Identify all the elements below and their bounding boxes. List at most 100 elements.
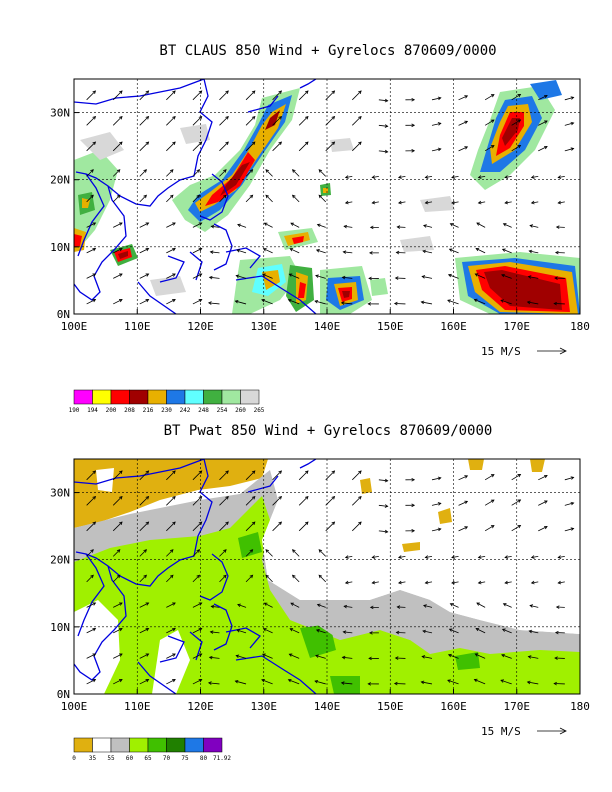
pwat-wind-arrow — [112, 496, 123, 506]
claus-wind-arrow-head — [92, 299, 97, 303]
claus-wind-arrow-head — [145, 222, 150, 226]
pwat-wind-arrow-head — [517, 525, 522, 529]
claus-wind-arrow — [166, 116, 176, 126]
claus-wind-arrow-head — [223, 169, 227, 173]
pwat-wind-arrow — [245, 574, 253, 583]
pwat-wind-arrow — [166, 628, 176, 634]
claus-wind-arrow — [139, 169, 147, 177]
pwat-wind-arrow — [86, 653, 96, 659]
claus-wind-arrow — [139, 299, 149, 305]
pwat-wind-arrow-head — [358, 521, 362, 526]
pwat-wind-arrow — [341, 682, 353, 685]
claus-wind-arrow — [112, 169, 121, 177]
pwat-wind-arrow-head — [225, 470, 229, 475]
pwat-wind-arrow — [139, 602, 149, 608]
pwat-wind-arrow-head — [143, 574, 147, 579]
pwat-wind-arrow — [325, 521, 335, 532]
pwat-wind-arrow-head — [198, 521, 203, 526]
claus-wind-arrow — [352, 141, 362, 152]
pwat-x-tick-label: 100E — [61, 700, 88, 713]
claus-wind-arrow-head — [369, 251, 373, 255]
pwat-wind-arrow-head — [501, 628, 506, 632]
pwat-wind-arrow-head — [504, 580, 509, 585]
claus-x-tick-label: 110E — [124, 320, 151, 333]
pwat-wind-arrow-head — [340, 681, 345, 685]
claus-wind-arrow-head — [225, 90, 229, 95]
pwat-wind-arrow — [219, 549, 227, 557]
claus-wind-arrow-head — [530, 200, 535, 205]
pwat-wind-arrow-head — [526, 680, 531, 685]
claus-wind-arrow-head — [473, 298, 478, 303]
claus-wind-arrow — [219, 141, 229, 152]
claus-wind-arrow-head — [119, 247, 123, 252]
pwat-colorbar-label: 75 — [181, 755, 189, 762]
pwat-wind-arrow — [564, 477, 574, 481]
claus-wind-arrow — [451, 201, 459, 204]
claus-colorbar-label: 200 — [106, 407, 117, 414]
claus-vector-reference-label: 15 M/S — [481, 345, 521, 358]
pwat-wind-arrow-head — [207, 681, 212, 685]
pwat-wind-arrow-head — [90, 574, 94, 579]
pwat-wind-arrow-head — [278, 521, 282, 526]
claus-wind-arrow-head — [447, 273, 452, 278]
claus-colorbar-swatch — [221, 389, 241, 405]
claus-wind-arrow — [530, 225, 539, 228]
claus-wind-arrow-head — [236, 249, 241, 253]
claus-wind-arrow-head — [291, 194, 296, 199]
pwat-wind-arrow-head — [145, 653, 150, 657]
claus-wind-arrow-head — [119, 141, 123, 146]
claus-wind-arrow-head — [249, 194, 254, 199]
pwat-wind-arrow-head — [570, 527, 575, 531]
claus-wind-arrow-head — [395, 250, 400, 255]
pwat-wind-arrow — [166, 574, 174, 583]
claus-wind-arrow — [272, 141, 282, 152]
pwat-wind-arrow — [315, 655, 326, 659]
pwat-wind-arrow-head — [437, 476, 442, 481]
claus-wind-arrow — [500, 299, 512, 305]
claus-wind-arrow-head — [145, 115, 150, 120]
claus-wind-arrow — [475, 273, 486, 279]
pwat-wind-arrow-head — [265, 549, 269, 553]
pwat-wind-arrow — [529, 630, 539, 634]
claus-wind-arrow-head — [143, 194, 147, 199]
pwat-wind-arrow-head — [570, 476, 575, 480]
pwat-wind-arrow — [451, 581, 459, 584]
pwat-wind-arrow — [316, 629, 326, 634]
pwat-wind-arrow-head — [223, 549, 227, 553]
pwat-wind-arrow-head — [304, 521, 309, 526]
pwat-wind-arrow — [398, 581, 406, 584]
pwat-wind-arrow-head — [116, 574, 121, 579]
pwat-wind-arrow — [325, 470, 335, 481]
pwat-wind-arrow — [431, 502, 441, 506]
claus-colorbar-label: 248 — [198, 407, 209, 414]
pwat-wind-arrow-head — [544, 474, 548, 479]
pwat-colorbar-label: 60 — [126, 755, 134, 762]
pwat-wind-arrow — [564, 528, 574, 532]
claus-wind-arrow-head — [119, 90, 123, 95]
pwat-wind-arrow — [531, 555, 539, 558]
pwat-wind-arrow-head — [517, 473, 522, 478]
pwat-wind-arrow — [192, 628, 202, 634]
claus-y-tick-label: 0N — [57, 308, 70, 321]
claus-wind-arrow — [372, 201, 379, 204]
pwat-wind-arrow — [558, 555, 565, 558]
claus-wind-arrow-head — [172, 247, 176, 252]
claus-wind-arrow-head — [145, 247, 150, 252]
pwat-wind-arrow — [237, 604, 247, 608]
pwat-wind-arrow — [166, 496, 176, 506]
pwat-wind-arrow-head — [367, 682, 372, 686]
pwat-wind-arrow-head — [369, 631, 373, 635]
claus-wind-arrow-head — [570, 147, 575, 151]
claus-wind-arrow — [558, 175, 565, 178]
claus-wind-arrow-head — [116, 194, 121, 199]
claus-wind-arrow-head — [316, 223, 321, 228]
claus-x-tick-label: 150E — [377, 320, 404, 333]
pwat-x-tick-label: 160E — [440, 700, 467, 713]
claus-y-tick-label: 20N — [50, 174, 70, 187]
claus-wind-arrow — [458, 121, 468, 126]
claus-wind-arrow-head — [393, 301, 398, 306]
pwat-coastlines — [74, 459, 317, 694]
pwat-wind-arrow-head — [396, 605, 401, 609]
claus-wind-arrow — [425, 201, 433, 204]
